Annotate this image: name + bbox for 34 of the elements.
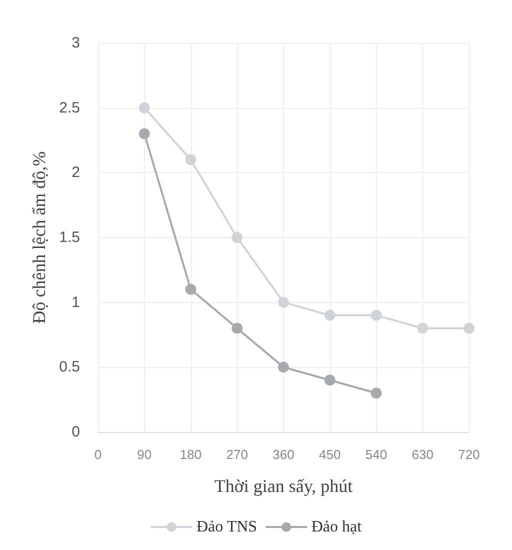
point: [185, 154, 196, 166]
x-tick-label: 0: [94, 447, 102, 462]
y-tick-label: 0.5: [59, 358, 80, 376]
point: [138, 128, 150, 140]
point: [232, 322, 243, 334]
y-tick-label: 1: [72, 294, 80, 311]
x-tick-label: 360: [272, 447, 294, 462]
point: [370, 388, 382, 399]
point: [324, 310, 336, 321]
legend-label: Đảo hạt: [311, 518, 362, 536]
x-tick-label: 540: [365, 447, 388, 462]
point: [370, 310, 382, 321]
legend-label: Đảo TNS: [196, 518, 258, 536]
y-tick-label: 1.5: [59, 229, 80, 246]
point: [185, 284, 196, 295]
point: [464, 322, 474, 334]
point: [324, 374, 336, 386]
x-tick-label: 180: [180, 447, 202, 462]
point: [232, 232, 243, 243]
x-axis-title: Thời gian sấy, phút: [214, 476, 353, 496]
x-tick-label: 720: [458, 447, 480, 462]
y-tick-label: 2.5: [59, 99, 80, 116]
y-axis-title: Độ chênh lệch ẩm độ,%: [29, 151, 50, 324]
x-tick-label: 270: [226, 447, 248, 462]
point: [138, 102, 150, 114]
x-tick-label: 450: [319, 447, 341, 462]
y-tick-label: 2: [72, 164, 80, 182]
y-tick-label: 0: [72, 424, 80, 440]
point: [417, 322, 428, 334]
x-tick-label: 630: [412, 447, 434, 462]
x-tick-label: 90: [137, 447, 152, 462]
y-tick-label: 3: [72, 34, 80, 52]
point: [278, 296, 289, 308]
point: [278, 362, 289, 373]
